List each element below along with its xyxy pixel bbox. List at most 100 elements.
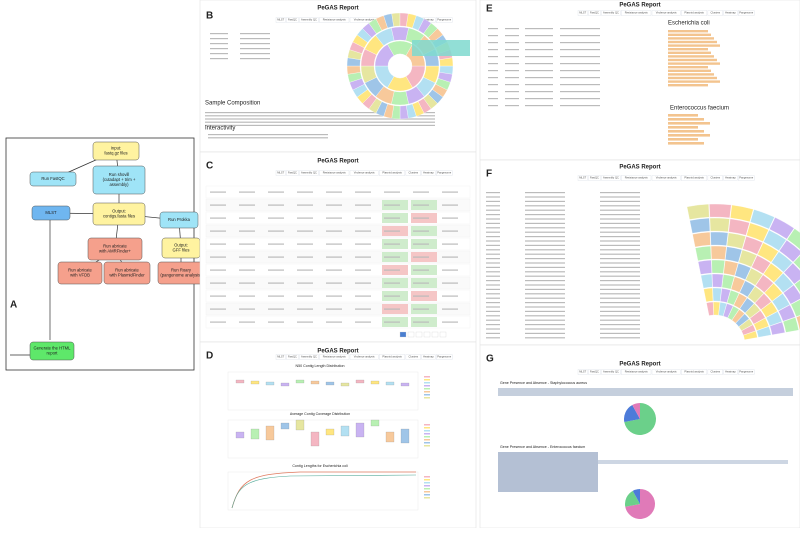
fan-segment xyxy=(769,217,795,240)
tab-label: Heatmap xyxy=(725,11,736,15)
text-line xyxy=(600,205,640,207)
text-line xyxy=(525,253,565,255)
text-line xyxy=(384,321,400,323)
flow-node xyxy=(92,141,140,161)
text-line xyxy=(442,321,458,323)
bar xyxy=(668,76,717,80)
report-tab xyxy=(738,175,755,181)
tab-label: Resistance analysis xyxy=(625,370,649,374)
text-line xyxy=(205,115,435,117)
text-line xyxy=(326,256,342,258)
node-label: report xyxy=(47,351,59,356)
report-tab xyxy=(435,354,453,360)
sunburst-segment xyxy=(391,26,409,41)
box xyxy=(385,381,395,386)
text-line xyxy=(488,35,498,37)
report-tab xyxy=(435,170,453,176)
node-label: (cutadapt + trim + xyxy=(103,177,136,182)
tab-label: Heatmap xyxy=(725,370,736,374)
text-line xyxy=(488,77,498,79)
tab-label: Plasmid analysis xyxy=(684,370,704,374)
text-line xyxy=(560,28,600,30)
text-line xyxy=(486,253,500,255)
text-line xyxy=(525,240,565,242)
species-heading: Enterococcus faecium xyxy=(670,106,729,112)
text-line xyxy=(442,308,458,310)
text-line xyxy=(326,282,342,284)
bar xyxy=(668,130,704,133)
plot-legend-swatch xyxy=(424,391,430,393)
box xyxy=(280,422,290,430)
text-line xyxy=(326,269,342,271)
text-line xyxy=(210,269,226,271)
text-line xyxy=(525,280,565,282)
flow-node xyxy=(31,205,71,221)
text-line xyxy=(413,295,429,297)
report-tab xyxy=(286,17,299,23)
flow-node xyxy=(87,237,143,261)
bar xyxy=(668,73,714,76)
text-line xyxy=(600,337,640,339)
text-line xyxy=(355,282,371,284)
report-tab xyxy=(601,175,621,181)
fan-segment xyxy=(765,311,783,327)
pie-slice xyxy=(624,404,640,422)
pager xyxy=(415,331,423,338)
box xyxy=(340,382,350,387)
text-line xyxy=(210,191,226,193)
text-line xyxy=(505,77,519,79)
fan-segment xyxy=(747,286,764,303)
text-line xyxy=(413,282,429,284)
text-line xyxy=(384,230,400,232)
text-line xyxy=(413,243,429,245)
flow-node xyxy=(92,202,146,226)
text-line xyxy=(525,258,565,260)
fan-segment xyxy=(739,297,755,314)
tab-label: Assembly QC xyxy=(301,355,317,359)
text-line xyxy=(355,191,371,193)
text-line xyxy=(600,218,640,220)
text-line xyxy=(297,230,313,232)
text-line xyxy=(413,321,429,323)
text-line xyxy=(505,35,519,37)
text-line xyxy=(355,321,371,323)
box xyxy=(265,425,275,441)
text-line xyxy=(240,43,270,45)
text-line xyxy=(486,244,500,246)
text-line xyxy=(384,256,400,258)
text-line xyxy=(600,324,640,326)
report-tab xyxy=(349,170,379,176)
text-line xyxy=(442,243,458,245)
plot-legend-swatch xyxy=(424,397,430,399)
node-label: Run abricate xyxy=(68,268,92,273)
tab-label: Resistance analysis xyxy=(323,18,347,22)
text-line xyxy=(525,337,565,339)
plot-legend-swatch xyxy=(424,436,430,438)
box xyxy=(250,428,260,440)
pie-slice xyxy=(625,489,655,520)
text-line xyxy=(488,28,498,30)
plot-legend-swatch xyxy=(424,479,430,481)
tab-label: MLST xyxy=(579,11,586,15)
text-line xyxy=(525,200,565,202)
text-line xyxy=(600,332,640,334)
tab-label: MLST xyxy=(277,18,284,22)
fan-segment xyxy=(703,287,714,303)
report-panel: E PeGAS Report MLST FastQC Assembly QC Resist… xyxy=(479,0,800,161)
text-line xyxy=(600,271,640,273)
fan-segment xyxy=(692,231,711,248)
box xyxy=(325,381,335,386)
tab-label: Resistance analysis xyxy=(625,11,649,15)
text-line xyxy=(560,91,600,93)
text-line xyxy=(505,70,519,72)
text-line xyxy=(525,227,565,229)
tab-label: Pangenome xyxy=(437,18,452,22)
bar xyxy=(668,126,698,129)
text-line xyxy=(525,262,565,264)
text-line xyxy=(486,324,500,326)
bar xyxy=(668,55,714,58)
text-line xyxy=(210,43,228,45)
text-line xyxy=(442,191,458,193)
text-line xyxy=(268,282,284,284)
text-line xyxy=(600,227,640,229)
